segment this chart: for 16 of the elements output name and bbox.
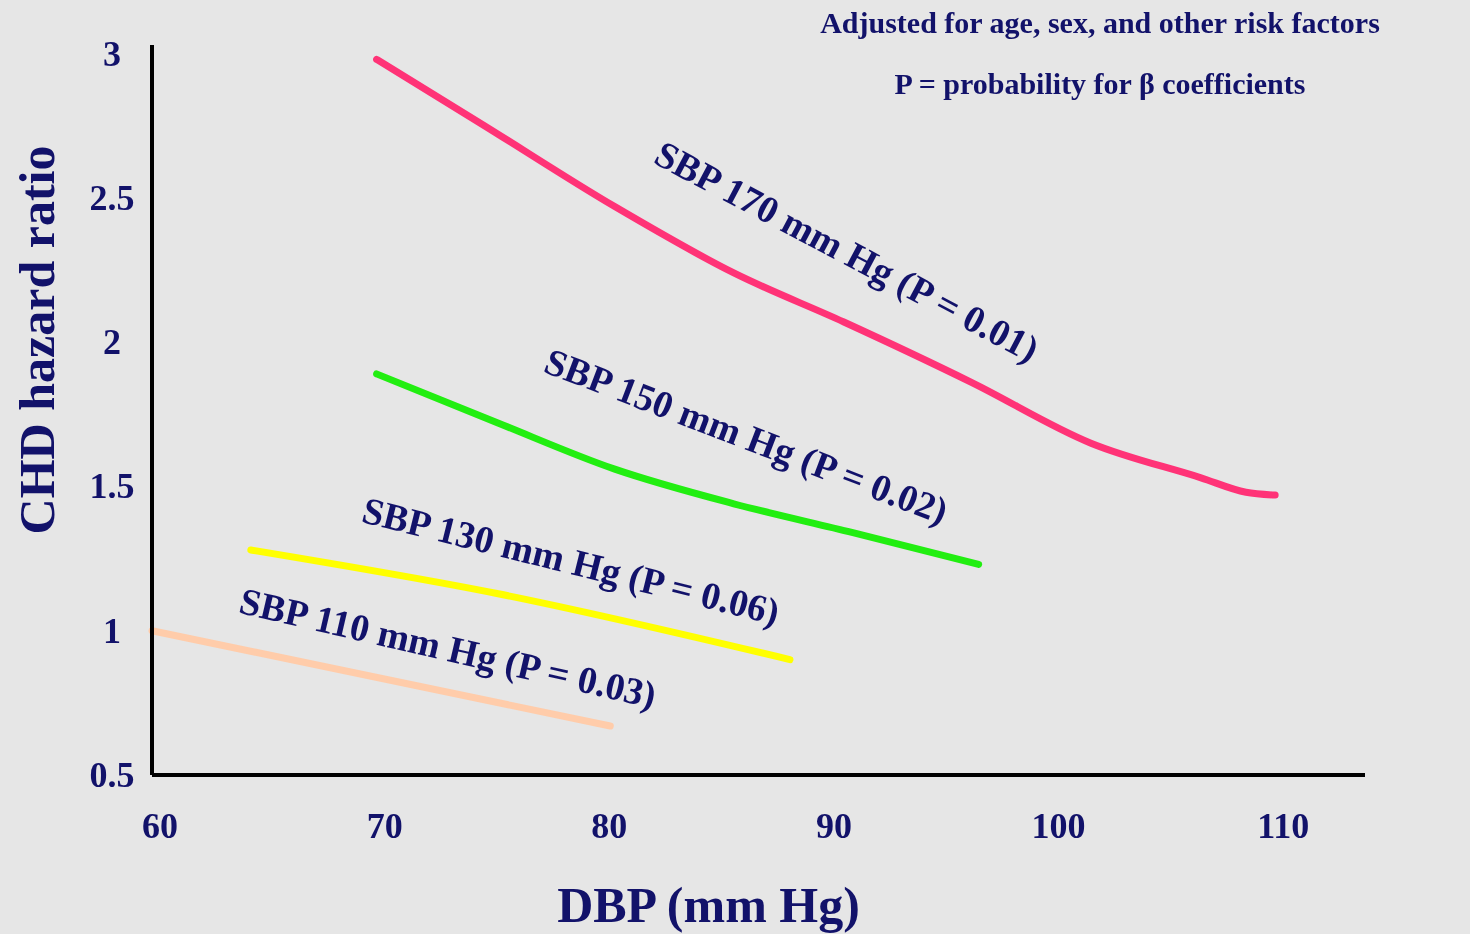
y-tick-label: 1 <box>103 610 121 651</box>
y-tick-label: 3 <box>103 33 121 74</box>
y-tick-label: 2 <box>103 322 121 363</box>
y-tick-label: 1.5 <box>89 466 135 507</box>
x-tick-label: 90 <box>815 806 852 846</box>
y-axis-title: CHD hazard ratio <box>9 145 65 535</box>
text: Adjusted for age, sex, and other risk factors <box>820 6 1380 39</box>
y-tick-label: 0.5 <box>89 755 135 795</box>
x-tick-label: 100 <box>1031 806 1086 846</box>
x-axis-title: DBP (mm Hg) <box>557 877 860 933</box>
x-tick-label: 110 <box>1257 806 1310 846</box>
y-tick-label: 2.5 <box>89 177 135 218</box>
x-tick-label: 80 <box>591 806 628 846</box>
annotation: P = probability for β coefficients <box>894 67 1306 100</box>
x-tick-label: 70 <box>366 806 403 846</box>
x-tick-label: 60 <box>142 806 178 846</box>
